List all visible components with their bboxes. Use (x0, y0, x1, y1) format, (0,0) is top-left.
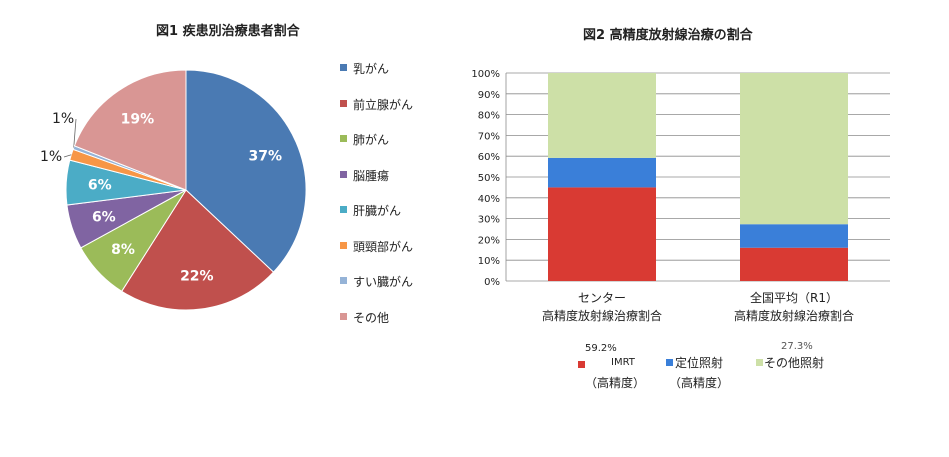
y-tick-label-10: 100% (471, 69, 500, 80)
y-tick-label-4: 40% (478, 194, 500, 205)
pie-legend-label-6: すい臓がん (353, 275, 414, 289)
pie-legend-swatch-7 (340, 312, 347, 320)
x-category-label-0-0: センター (578, 291, 626, 305)
legend-label-other: その他照射 (764, 356, 825, 370)
legend-swatch-teii (666, 359, 673, 366)
y-tick-label-5: 50% (478, 173, 500, 184)
pie-legend-label-4: 肝臓がん (353, 204, 402, 218)
y-tick-label-3: 30% (478, 215, 500, 226)
pie-data-label-5: 1% (40, 149, 62, 165)
pie-slice-7 (73, 69, 187, 191)
pie-legend-label-0: 乳がん (353, 62, 390, 76)
bar-segment-0-2 (548, 73, 656, 158)
y-tick-label-8: 80% (478, 111, 500, 122)
pie-legend-swatch-2 (340, 135, 347, 142)
bar-segment-0-0 (548, 187, 656, 281)
pie-legend-label-3: 脳腫瘍 (353, 168, 390, 183)
bar-chart-title: 図2 高精度放射線治療の割合 (583, 28, 753, 43)
bar-segment-1-1 (740, 224, 848, 248)
y-tick-label-1: 10% (478, 256, 500, 267)
x-category-label-1-0: 全国平均（R1） (750, 290, 838, 305)
pie-chart: 37% 22% 8% 6% 6% 1% 1% 19% (40, 69, 307, 311)
bar-segment-0-1 (548, 157, 656, 188)
pie-data-label-2: 8% (111, 242, 135, 258)
pie-legend-swatch-4 (340, 206, 347, 213)
pie-data-label-6: 1% (52, 111, 74, 127)
pie-legend-label-5: 頭頸部がん (353, 239, 414, 254)
pie-legend-swatch-3 (340, 170, 347, 178)
legend-label-imrt-sub: （高精度） (585, 376, 646, 390)
pie-data-label-0: 37% (249, 149, 283, 165)
pie-legend-swatch-1 (340, 99, 347, 107)
bar-segment-1-2 (740, 73, 848, 225)
y-tick-label-6: 60% (478, 152, 500, 163)
pie-legend-label-1: 前立腺がん (353, 97, 414, 112)
pie-legend-label-2: 肺がん (353, 133, 390, 147)
y-tick-label-0: 0% (484, 277, 500, 288)
legend-label-imrt: IMRT (611, 357, 635, 368)
bar-segment-1-0 (740, 247, 848, 281)
pie-legend-swatch-0 (340, 64, 347, 71)
pie-chart-title: 図1 疾患別治療患者割合 (156, 24, 300, 39)
legend-swatch-other (756, 359, 763, 366)
y-tick-label-7: 70% (478, 131, 500, 142)
pie-legend-label-7: その他 (353, 310, 390, 325)
pie-leader-line-5 (63, 154, 72, 158)
annotation-national-total: 27.3% (781, 341, 813, 352)
pie-data-label-4: 6% (88, 178, 112, 194)
pie-legend-swatch-5 (340, 241, 347, 249)
annotation-center-total: 59.2% (585, 343, 617, 354)
legend-label-teii-sub: （高精度） (669, 376, 730, 390)
y-tick-label-2: 20% (478, 235, 500, 246)
y-tick-label-9: 90% (478, 90, 500, 101)
pie-data-label-1: 22% (180, 269, 214, 285)
pie-slice-1 (121, 189, 275, 311)
pie-slice-0 (185, 69, 307, 273)
pie-data-label-3: 6% (92, 210, 116, 226)
pie-legend-swatch-6 (340, 277, 347, 284)
legend-label-teii: 定位照射 (675, 356, 724, 370)
pie-leader-line-6 (73, 118, 77, 148)
x-category-label-1-1: 高精度放射線治療割合 (734, 308, 854, 323)
x-category-label-0-1: 高精度放射線治療割合 (542, 308, 662, 323)
legend-swatch-imrt (578, 361, 585, 368)
pie-data-label-7: 19% (121, 112, 155, 128)
